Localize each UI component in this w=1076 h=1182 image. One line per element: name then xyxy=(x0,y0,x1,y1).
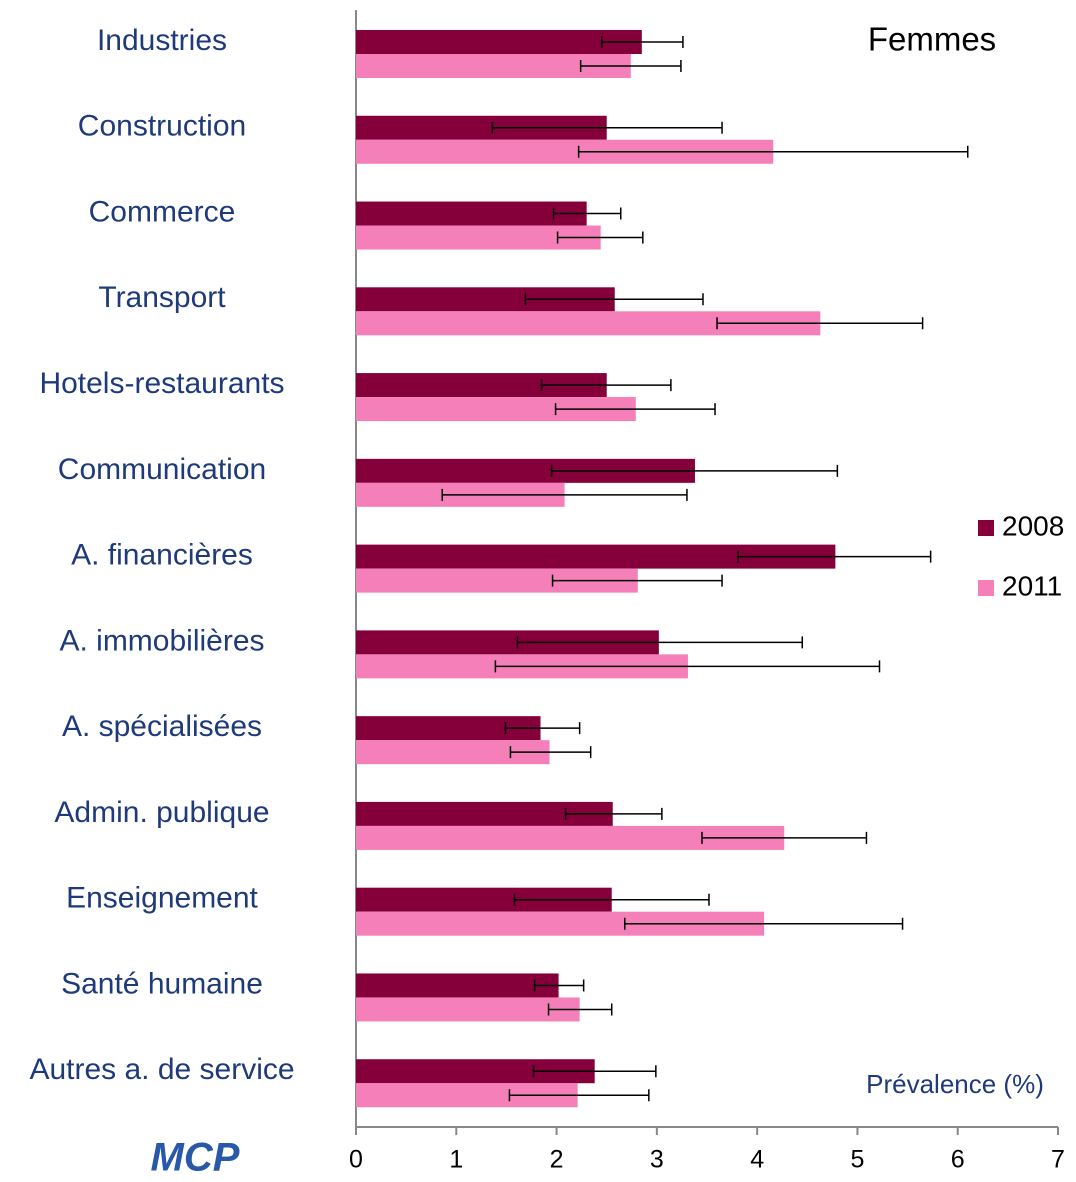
x-tick-label: 7 xyxy=(1051,1146,1065,1174)
category-label: Enseignement xyxy=(66,882,258,915)
error-bar xyxy=(508,1089,650,1102)
category-label: Hotels-restaurants xyxy=(39,367,284,400)
logo: MCP xyxy=(151,1136,240,1177)
x-tick-label: 2 xyxy=(550,1146,564,1174)
error-bar xyxy=(533,979,585,992)
error-bar xyxy=(551,574,723,587)
category-label: Admin. publique xyxy=(54,796,269,829)
error-bar xyxy=(441,488,688,501)
error-bar xyxy=(552,207,622,220)
category-label: Santé humaine xyxy=(61,967,263,1000)
error-bar xyxy=(564,807,663,820)
category-label: Autres a. de service xyxy=(29,1053,294,1086)
error-bar xyxy=(600,36,684,48)
category-label: Industries xyxy=(97,24,227,57)
error-bar xyxy=(494,660,881,673)
legend-label: 2008 xyxy=(1002,510,1064,541)
error-bar xyxy=(556,231,644,244)
error-bar xyxy=(532,1065,657,1078)
x-tick-label: 4 xyxy=(750,1146,764,1174)
legend-label: 2011 xyxy=(1002,570,1062,601)
error-bar xyxy=(579,60,682,72)
category-label: Construction xyxy=(78,110,246,143)
category-label: Commerce xyxy=(89,195,236,228)
x-tick-label: 5 xyxy=(850,1146,864,1174)
legend-swatch xyxy=(978,520,994,536)
bar xyxy=(356,201,587,226)
x-tick-label: 1 xyxy=(449,1146,463,1174)
error-bar xyxy=(547,1003,613,1016)
error-bar xyxy=(509,746,592,759)
bar xyxy=(356,30,642,54)
error-bar xyxy=(504,722,581,735)
error-bar xyxy=(524,293,704,306)
error-bar xyxy=(737,550,932,563)
error-bar xyxy=(577,145,969,158)
x-tick-label: 6 xyxy=(951,1146,965,1174)
category-label: A. spécialisées xyxy=(62,710,262,743)
error-bar xyxy=(491,121,723,134)
x-tick-label: 0 xyxy=(349,1146,363,1174)
category-label: Communication xyxy=(58,453,266,486)
category-label: Transport xyxy=(98,281,226,314)
category-label: A. financières xyxy=(71,539,253,572)
chart-title: Femmes xyxy=(868,21,996,58)
error-bar xyxy=(540,379,672,392)
error-bar xyxy=(554,403,716,416)
error-bar xyxy=(516,636,804,649)
error-bar xyxy=(716,317,924,330)
category-label: A. immobilières xyxy=(59,624,264,657)
x-axis-label: Prévalence (%) xyxy=(866,1069,1044,1099)
bar xyxy=(356,997,580,1022)
error-bar xyxy=(550,464,839,477)
error-bar xyxy=(513,893,710,906)
legend-swatch xyxy=(978,580,994,596)
error-bar xyxy=(624,917,904,930)
x-tick-label: 3 xyxy=(650,1146,664,1174)
bar xyxy=(356,973,559,998)
bar xyxy=(356,115,607,140)
error-bar xyxy=(701,831,868,844)
